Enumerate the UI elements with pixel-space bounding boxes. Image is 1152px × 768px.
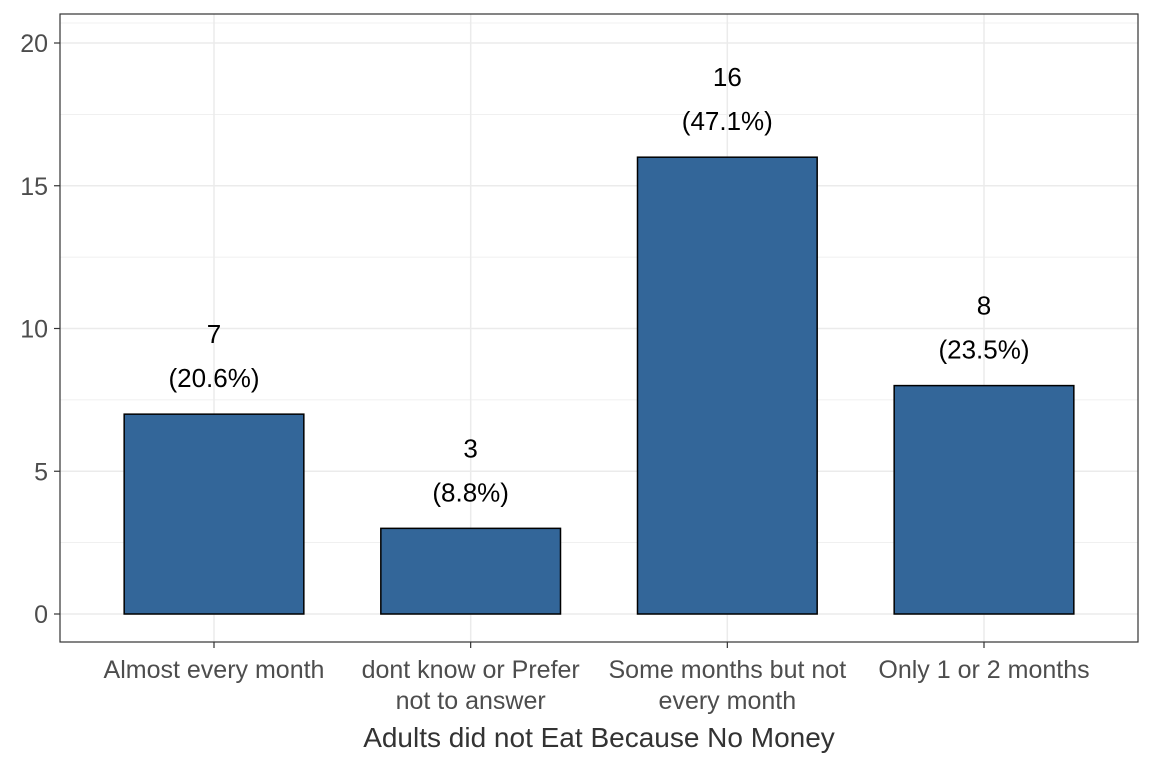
bar-value-label: 7 [207, 319, 221, 349]
bar [893, 384, 1075, 615]
y-axis: 0 5 10 15 20 [20, 30, 60, 629]
y-tick-label: 5 [34, 458, 48, 486]
bar [636, 156, 818, 615]
data-labels: 7 (20.6%) 3 (8.8%) 16 (47.1%) 8 (23.5%) [168, 62, 1029, 507]
bar-value-label: 16 [713, 62, 742, 92]
bars [123, 156, 1075, 615]
y-tick-label: 15 [20, 173, 48, 201]
bar [380, 527, 562, 615]
x-tick-label: dont know or Prefer [362, 656, 580, 684]
bar-value-label: 8 [977, 291, 991, 321]
bar-percent-label: (8.8%) [432, 477, 509, 507]
bar-value-label: 3 [463, 433, 477, 463]
x-tick-label: every month [659, 687, 797, 715]
x-axis-title: Adults did not Eat Because No Money [363, 722, 835, 753]
x-tick-label: Almost every month [104, 656, 325, 684]
bar [123, 413, 305, 615]
y-tick-label: 20 [20, 30, 48, 58]
bar-percent-label: (20.6%) [168, 363, 259, 393]
x-tick-label: Only 1 or 2 months [878, 656, 1089, 684]
y-tick-label: 10 [20, 316, 48, 344]
y-tick-label: 0 [34, 601, 48, 629]
bar-percent-label: (23.5%) [938, 335, 1029, 365]
x-tick-label: not to answer [396, 687, 546, 715]
x-axis: Almost every month dont know or Prefer not… [104, 642, 1090, 715]
bar-percent-label: (47.1%) [682, 106, 773, 136]
x-tick-label: Some months but not [609, 656, 847, 684]
